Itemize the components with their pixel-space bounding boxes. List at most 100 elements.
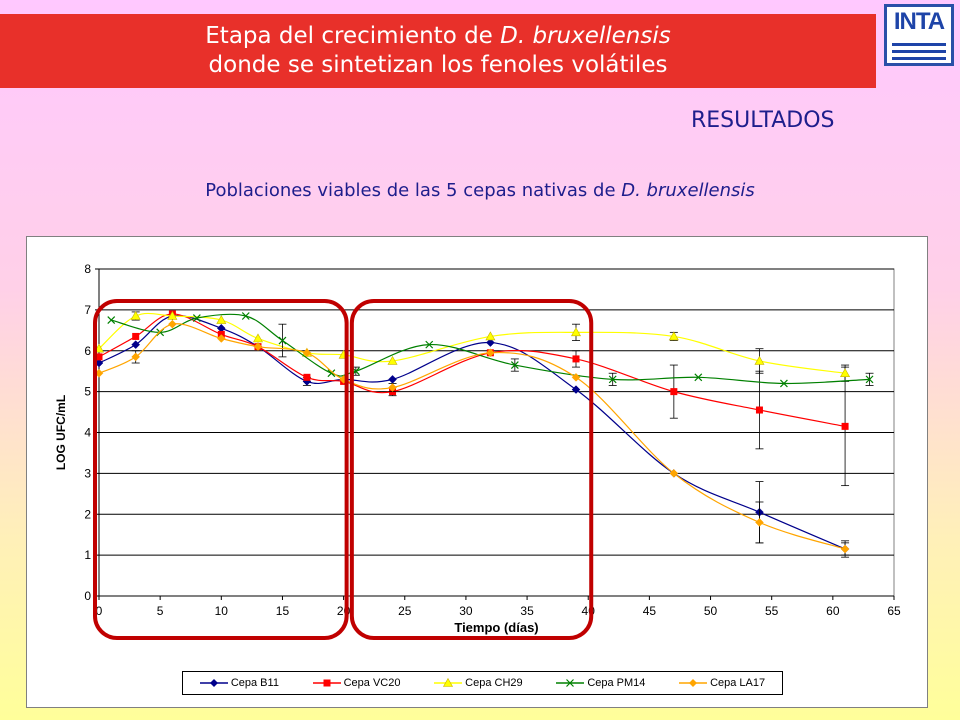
data-point [570, 327, 582, 337]
highlight-region [93, 299, 349, 640]
data-point [425, 340, 434, 349]
data-point [669, 469, 679, 478]
data-point [668, 331, 679, 341]
legend-swatch [679, 679, 708, 687]
data-point [95, 353, 103, 361]
banner-line1: Etapa del crecimiento de D. bruxellensis [205, 23, 671, 49]
x-tick-label: 65 [887, 604, 901, 618]
data-point [302, 348, 312, 358]
title-banner: Etapa del crecimiento de D. bruxellensis… [0, 14, 876, 88]
legend-swatch [312, 679, 341, 687]
series-line-cepa-la17 [98, 323, 846, 550]
data-point [216, 334, 226, 343]
legend-label: Cepa PM14 [587, 677, 646, 689]
legend-item: Cepa VC20 [312, 676, 401, 690]
data-point [387, 355, 398, 365]
legend-item: Cepa LA17 [679, 676, 765, 690]
legend-item: Cepa B11 [199, 676, 279, 690]
x-axis-title: Tiempo (días) [454, 620, 538, 635]
data-point [252, 333, 264, 343]
data-point [485, 331, 496, 341]
data-point [608, 375, 617, 384]
logo-stripe [892, 43, 946, 46]
data-point [670, 388, 678, 396]
logo-stripe [892, 50, 946, 53]
x-tick-label: 10 [215, 604, 229, 618]
data-point [841, 422, 849, 430]
data-point [241, 312, 250, 320]
legend-label: Cepa LA17 [710, 677, 766, 689]
x-tick-label: 0 [96, 604, 103, 618]
data-point [303, 373, 311, 381]
data-point [388, 383, 397, 392]
chart-legend: Cepa B11 Cepa VC20 Cepa CH29 Cepa PM14 Cepa … [182, 671, 783, 695]
data-point [865, 375, 874, 384]
data-point [131, 352, 141, 362]
legend-swatch [556, 679, 585, 687]
y-tick-label: 5 [84, 385, 91, 399]
data-point [694, 373, 703, 382]
data-point [253, 342, 263, 352]
x-tick-label: 5 [157, 604, 164, 618]
series-line-cepa-pm14 [111, 313, 870, 385]
x-tick-label: 50 [704, 604, 718, 618]
y-axis-title: LOG UFC/mL [54, 395, 68, 470]
legend-label: Cepa CH29 [465, 677, 523, 689]
x-tick-label: 55 [765, 604, 779, 618]
data-point [571, 372, 581, 382]
legend-swatch [199, 679, 228, 687]
legend-label: Cepa VC20 [343, 677, 401, 689]
data-point [755, 406, 763, 414]
legend-swatch [434, 677, 463, 687]
data-point [167, 310, 178, 320]
chart-subtitle: Poblaciones viables de las 5 cepas nativ… [205, 180, 755, 201]
data-point [779, 379, 788, 388]
highlight-region [349, 299, 594, 640]
data-point [130, 310, 141, 320]
data-point [132, 332, 140, 340]
logo-text: INTA [893, 8, 945, 35]
legend-label: Cepa B11 [230, 677, 279, 689]
data-point [486, 348, 495, 358]
y-tick-label: 3 [84, 466, 91, 480]
data-point [840, 544, 850, 554]
y-tick-label: 1 [84, 548, 91, 562]
y-tick-label: 7 [84, 303, 91, 317]
data-point [840, 368, 851, 378]
legend-marker [689, 679, 698, 687]
banner-line2: donde se sintetizan los fenoles volátile… [208, 52, 668, 78]
legend-item: Cepa PM14 [556, 676, 645, 690]
x-tick-label: 45 [643, 604, 657, 618]
data-point [168, 319, 177, 329]
legend-marker [323, 679, 331, 687]
data-point [216, 314, 227, 324]
data-point [571, 385, 581, 394]
x-tick-label: 60 [826, 604, 840, 618]
x-tick-label: 35 [520, 604, 534, 618]
y-tick-label: 6 [84, 344, 91, 358]
data-point [572, 355, 580, 363]
y-tick-label: 0 [84, 589, 91, 603]
data-point [327, 369, 336, 378]
x-tick-label: 25 [398, 604, 412, 618]
inta-logo: INTA [884, 4, 954, 66]
legend-item: Cepa CH29 [434, 676, 523, 690]
y-tick-label: 8 [84, 262, 91, 276]
x-tick-label: 30 [459, 604, 473, 618]
data-point [192, 314, 201, 322]
data-point [107, 316, 116, 325]
data-point [754, 355, 765, 365]
data-point [278, 336, 287, 345]
data-point [486, 338, 495, 347]
section-heading: RESULTADOS [691, 108, 835, 133]
legend-marker [566, 679, 575, 687]
series-line-cepa-vc20 [98, 313, 846, 427]
y-tick-label: 4 [84, 426, 91, 440]
legend-marker [209, 679, 218, 687]
chart-area: 0 1 2 3 4 5 6 7 8 0 5 10 15 20 25 30 35 40 45 50 55 60 65 Tiemp… [26, 236, 928, 708]
logo-stripe [892, 57, 946, 60]
series-line-cepa-ch29 [98, 312, 846, 374]
data-point [755, 518, 764, 527]
legend-marker [443, 677, 454, 687]
